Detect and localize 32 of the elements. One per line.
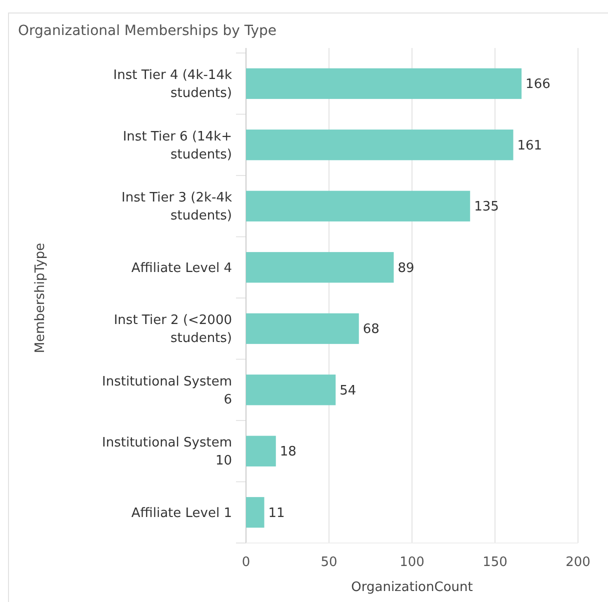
data-label: 135 <box>474 200 499 215</box>
bar <box>246 436 276 466</box>
data-label: 68 <box>362 322 380 338</box>
data-label: 11 <box>268 506 285 521</box>
x-tick-label: 0 <box>242 555 250 570</box>
data-label: 18 <box>280 444 296 460</box>
data-label: 166 <box>526 77 550 92</box>
bar <box>246 130 514 160</box>
y-tick-label: Institutional System 6 <box>102 374 232 408</box>
x-axis-title: OrganizationCount <box>351 580 473 595</box>
x-tick-label: 50 <box>320 555 338 570</box>
y-tick-label: Inst Tier 2 (<2000 students) <box>114 313 232 346</box>
data-label: 54 <box>340 383 356 398</box>
bar <box>246 374 336 406</box>
x-tick-label: 150 <box>482 555 508 570</box>
bar <box>246 190 470 222</box>
data-label: 89 <box>398 260 414 276</box>
x-tick-label: 100 <box>400 555 424 570</box>
x-tick-label: 200 <box>566 555 590 570</box>
bar <box>246 313 359 344</box>
y-tick-label: Inst Tier 3 (2k-4k students) <box>122 190 232 224</box>
bar <box>246 252 394 283</box>
data-label: 161 <box>517 138 542 154</box>
chart-title: Organizational Memberships by Type <box>18 23 276 39</box>
bar <box>246 68 522 99</box>
y-tick-label: Affiliate Level 4 <box>131 260 232 276</box>
y-tick-label: Institutional System 10 <box>102 436 232 469</box>
y-tick-label: Inst Tier 6 (14k+ students) <box>122 129 232 162</box>
y-axis-title: MembershipType <box>33 242 48 354</box>
y-tick-label: Inst Tier 4 (4k-14k students) <box>113 68 232 102</box>
y-tick-label: Affiliate Level 1 <box>131 506 232 521</box>
bar <box>246 497 264 528</box>
